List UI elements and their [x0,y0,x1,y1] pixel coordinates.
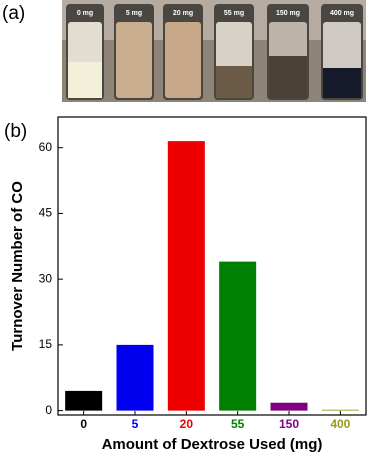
vial-label: 400 mg [330,10,354,17]
bar [219,261,257,411]
x-tick-label: 5 [132,417,139,431]
y-tick-label: 30 [39,271,53,285]
vials [66,4,363,100]
y-axis-label: Turnover Number of CO [9,181,26,351]
plot-frame [57,116,367,416]
y-tick-label: 45 [39,206,53,220]
x-axis-label: Amount of Dextrose Used (mg) [102,436,323,453]
bar [270,402,308,411]
y-tick-label: 0 [45,403,52,417]
y-tick-label: 60 [39,140,53,154]
x-tick-label: 20 [180,417,194,431]
vial-label: 20 mg [173,10,193,17]
x-tick-label: 0 [80,417,87,431]
vial-label: 0 mg [77,10,93,17]
x-tick-label: 55 [231,417,245,431]
vial-label: 150 mg [276,10,300,17]
vial-label: 55 mg [224,10,244,17]
bar [321,409,359,411]
panel-label: (a) [2,3,25,24]
bar [65,390,103,411]
photo [62,0,366,102]
bar [116,344,154,411]
y-tick-label: 15 [39,337,53,351]
x-tick-label: 150 [279,417,299,431]
bar [167,141,205,411]
x-tick-label: 400 [330,417,350,431]
vial-label: 5 mg [126,10,142,17]
panel-label: (b) [4,121,27,142]
